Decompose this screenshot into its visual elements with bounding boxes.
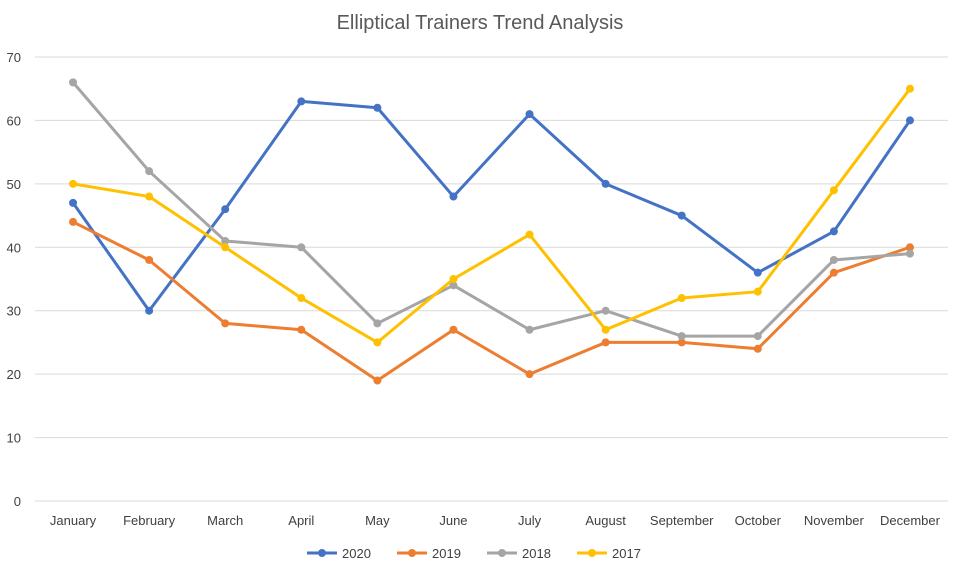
data-point xyxy=(525,370,534,379)
data-point xyxy=(373,338,382,347)
y-tick-label: 20 xyxy=(7,367,21,382)
series-2018 xyxy=(69,78,914,341)
y-axis: 0 10 20 30 40 50 60 70 xyxy=(7,50,21,509)
x-axis: January February March April May June July Augu… xyxy=(50,513,941,528)
data-point xyxy=(829,255,838,264)
data-point xyxy=(145,167,154,176)
data-point xyxy=(373,319,382,328)
gridlines xyxy=(35,56,948,502)
x-tick-label: February xyxy=(123,513,176,528)
legend-item-2020: 2020 xyxy=(307,546,371,561)
series-line-2018 xyxy=(71,81,911,338)
x-tick-label: November xyxy=(804,513,865,528)
data-point xyxy=(69,179,78,188)
y-tick-label: 0 xyxy=(14,494,21,509)
legend-label: 2017 xyxy=(612,546,641,561)
data-point xyxy=(373,103,382,112)
data-point xyxy=(905,243,914,252)
data-point xyxy=(753,268,762,277)
data-point xyxy=(829,268,838,277)
y-tick-label: 70 xyxy=(7,50,21,65)
data-point xyxy=(221,319,230,328)
data-point xyxy=(753,344,762,353)
data-point xyxy=(449,325,458,334)
data-point xyxy=(753,332,762,341)
data-point xyxy=(601,179,610,188)
data-point xyxy=(601,325,610,334)
data-point xyxy=(297,294,306,303)
data-point xyxy=(297,325,306,334)
data-point xyxy=(753,287,762,296)
data-point xyxy=(449,192,458,201)
data-point xyxy=(297,97,306,106)
chart-title: Elliptical Trainers Trend Analysis xyxy=(337,12,624,34)
data-point xyxy=(601,306,610,315)
data-point xyxy=(69,78,78,87)
series-line-2020 xyxy=(71,99,912,313)
legend-item-2018: 2018 xyxy=(487,546,551,561)
y-tick-label: 40 xyxy=(7,240,21,255)
data-point xyxy=(677,332,686,341)
data-point xyxy=(525,230,534,239)
data-point xyxy=(221,236,230,245)
data-point xyxy=(69,217,78,226)
series-2020 xyxy=(69,97,914,315)
legend-swatch-marker xyxy=(318,549,326,557)
legend-label: 2019 xyxy=(432,546,461,561)
data-point xyxy=(677,338,686,347)
data-point xyxy=(677,294,686,303)
x-tick-label: August xyxy=(585,513,626,528)
data-point xyxy=(829,227,838,236)
series-2017 xyxy=(69,84,914,347)
data-point xyxy=(297,243,306,252)
data-point xyxy=(677,211,686,220)
x-tick-label: December xyxy=(880,513,941,528)
data-point xyxy=(145,192,154,201)
legend-item-2017: 2017 xyxy=(577,546,641,561)
data-point xyxy=(905,249,914,258)
data-point xyxy=(905,84,914,93)
legend-label: 2020 xyxy=(342,546,371,561)
x-tick-label: June xyxy=(439,513,467,528)
legend-label: 2018 xyxy=(522,546,551,561)
x-tick-label: April xyxy=(288,513,314,528)
data-point xyxy=(525,325,534,334)
data-point xyxy=(525,110,534,119)
data-point xyxy=(829,186,838,195)
y-tick-label: 30 xyxy=(7,304,21,319)
x-tick-label: March xyxy=(207,513,243,528)
y-tick-label: 60 xyxy=(7,113,21,128)
data-point xyxy=(905,116,914,125)
x-tick-label: January xyxy=(50,513,97,528)
legend-swatch-marker xyxy=(498,549,506,557)
data-point xyxy=(449,281,458,290)
data-point xyxy=(449,275,458,283)
data-point xyxy=(145,306,154,315)
y-tick-label: 10 xyxy=(7,431,21,446)
y-tick-label: 50 xyxy=(7,177,21,192)
series-line-2019 xyxy=(72,220,911,382)
legend: 2020 2019 2018 2017 xyxy=(307,546,641,561)
x-tick-label: May xyxy=(365,513,390,528)
data-point xyxy=(601,338,610,347)
legend-swatch-marker xyxy=(588,549,596,557)
series-lines xyxy=(69,78,914,385)
data-point xyxy=(145,255,154,264)
data-point xyxy=(221,243,230,252)
data-point xyxy=(221,205,230,214)
x-tick-label: September xyxy=(650,513,714,528)
x-tick-label: October xyxy=(735,513,782,528)
data-point xyxy=(373,376,382,385)
x-tick-label: July xyxy=(518,513,542,528)
data-point xyxy=(69,198,78,207)
legend-swatch-marker xyxy=(408,549,416,557)
series-2019 xyxy=(69,217,914,385)
legend-item-2019: 2019 xyxy=(397,546,461,561)
series-line-2017 xyxy=(72,87,912,344)
